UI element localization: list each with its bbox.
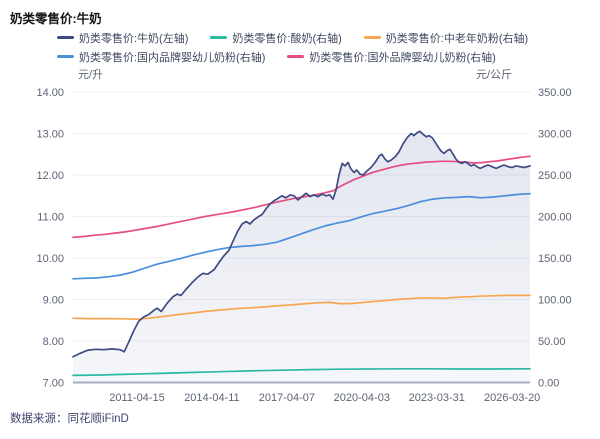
legend-swatch — [210, 36, 228, 39]
right-axis-tick-label: 300.00 — [538, 129, 572, 141]
legend-row: 奶类零售价:牛奶(左轴) 奶类零售价:酸奶(右轴) 奶类零售价:中老年奶粉(右轴) — [57, 28, 528, 47]
data-source: 数据来源：同花顺iFinD — [10, 413, 129, 425]
legend-label: 奶类零售价:国内品牌婴幼儿奶粉(右轴) — [79, 51, 266, 64]
legend-swatch — [57, 36, 74, 39]
right-axis-tick-label: 250.00 — [538, 170, 572, 182]
left-axis-tick-label: 14.00 — [36, 87, 64, 99]
right-axis-tick-label: 150.00 — [538, 253, 572, 265]
legend-label: 奶类零售价:中老年奶粉(右轴) — [385, 32, 529, 45]
legend-label: 奶类零售价:国外品牌婴幼儿奶粉(右轴) — [309, 51, 496, 64]
left-axis-tick-label: 7.00 — [43, 378, 64, 390]
left-axis-tick-label: 12.00 — [36, 170, 64, 182]
chart-legend: 奶类零售价:牛奶(左轴) 奶类零售价:酸奶(右轴) 奶类零售价:中老年奶粉(右轴) … — [57, 28, 528, 66]
right-axis-tick-label: 350.00 — [538, 87, 572, 99]
legend-item-4[interactable]: 奶类零售价:国外品牌婴幼儿奶粉(右轴) — [287, 49, 496, 65]
left-axis-tick-label: 8.00 — [43, 336, 64, 348]
series-line-4[interactable] — [72, 155, 531, 239]
x-axis-tick-label: 2011-04-15 — [109, 392, 164, 404]
legend-swatch — [363, 36, 381, 39]
series-line-2[interactable] — [72, 294, 531, 321]
legend-item-2[interactable]: 奶类零售价:中老年奶粉(右轴) — [363, 30, 529, 46]
series-line-0[interactable] — [72, 130, 531, 358]
x-axis-tick-label: 2020-04-03 — [334, 392, 390, 404]
series-line-1[interactable] — [72, 367, 531, 377]
left-axis-tick-label: 9.00 — [43, 295, 64, 307]
legend-swatch — [57, 55, 74, 58]
series-area-0 — [73, 131, 530, 383]
left-axis-tick-label: 13.00 — [36, 129, 64, 141]
right-axis-tick-label: 50.00 — [538, 336, 566, 348]
left-axis-tick-label: 10.00 — [36, 253, 64, 265]
legend-row: 奶类零售价:国内品牌婴幼儿奶粉(右轴) 奶类零售价:国外品牌婴幼儿奶粉(右轴) — [57, 47, 528, 66]
series-line-3[interactable] — [72, 192, 531, 280]
right-axis-tick-label: 100.00 — [538, 295, 572, 307]
right-axis-tick-label: 0.00 — [538, 378, 559, 390]
left-axis-tick-label: 11.00 — [37, 212, 64, 224]
legend-label: 奶类零售价:牛奶(左轴) — [79, 32, 189, 45]
legend-item-1[interactable]: 奶类零售价:酸奶(右轴) — [210, 30, 342, 46]
legend-item-3[interactable]: 奶类零售价:国内品牌婴幼儿奶粉(右轴) — [57, 49, 265, 65]
x-axis-tick-label: 2017-04-07 — [259, 392, 315, 404]
legend-item-0[interactable]: 奶类零售价:牛奶(左轴) — [57, 30, 188, 46]
legend-swatch — [287, 55, 305, 58]
x-axis-tick-label: 2026-03-20 — [484, 392, 540, 404]
x-axis-tick-label: 2023-03-31 — [409, 392, 465, 404]
left-axis-unit-label: 元/升 — [78, 69, 104, 81]
right-axis-unit-label: 元/公斤 — [476, 69, 513, 81]
right-axis-tick-label: 200.00 — [538, 212, 572, 224]
chart-title: 奶类零售价:牛奶 — [10, 12, 102, 26]
legend-label: 奶类零售价:酸奶(右轴) — [232, 32, 342, 45]
x-axis-tick-label: 2014-04-11 — [184, 392, 239, 404]
